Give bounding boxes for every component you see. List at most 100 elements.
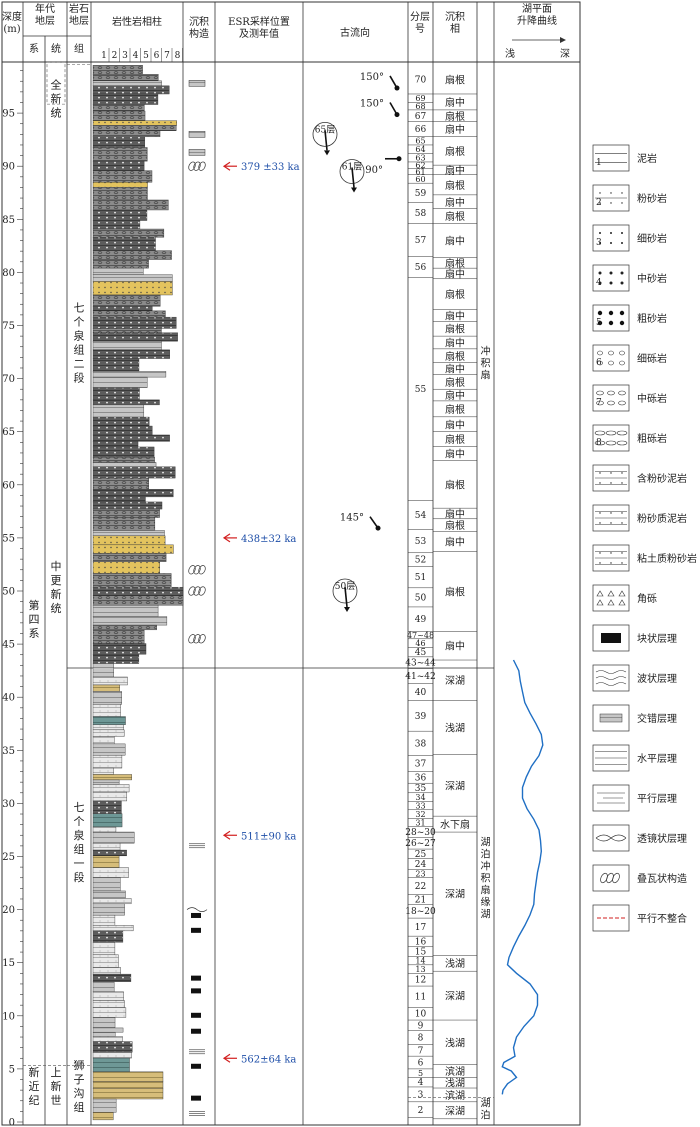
imbricate-mark <box>188 565 206 575</box>
lithology-bed <box>92 1000 125 1008</box>
lithology-column <box>92 65 184 1121</box>
layer-number: 32 <box>415 810 425 819</box>
layer-number: 54 <box>415 511 427 521</box>
facies-label: 浅湖 <box>445 1077 465 1090</box>
header-group: 组 <box>74 42 84 55</box>
lithology-bed <box>92 654 140 664</box>
layer-number: 14 <box>415 957 425 966</box>
series-mid-pleistocene: 中更新统 <box>51 560 62 615</box>
legend-number: 2 <box>596 198 602 208</box>
facies-label: 扇根 <box>445 210 465 223</box>
lithology-bed <box>92 561 161 574</box>
header-curve: 湖平面升降曲线 <box>517 3 557 27</box>
legend-label: 平行层理 <box>637 792 677 805</box>
horizontal-bedding-mark <box>189 1049 205 1055</box>
legend-label: 粗砾岩 <box>637 432 667 445</box>
layer-number: 50 <box>415 593 427 603</box>
facies-label: 扇根 <box>445 350 465 363</box>
layer-number: 28~30 <box>405 828 436 838</box>
lithology-bed <box>92 842 121 851</box>
facies-label: 浅湖 <box>445 721 465 734</box>
facies-label: 扇根 <box>445 74 465 87</box>
lithology-bed <box>92 267 144 275</box>
lithology-bed <box>92 784 130 793</box>
depth-tick-label: 65 <box>2 427 15 438</box>
layer-number: 13 <box>415 965 425 974</box>
depth-tick-label: 30 <box>2 799 15 810</box>
facies-label: 扇中 <box>445 447 465 460</box>
legend-item: 交错层理 <box>592 704 677 732</box>
layer-number: 61 <box>415 168 425 177</box>
lithology-bed <box>92 890 126 899</box>
facies-label: 扇根 <box>445 145 465 158</box>
legend-number: 7 <box>596 398 602 408</box>
paleocurrent: 150° 150° 90° 65层 61层 145° 50层 <box>312 72 402 612</box>
depth-tick-label: 0 <box>9 1118 15 1127</box>
lithology-bed <box>92 1057 130 1073</box>
lithology-bed <box>92 663 114 678</box>
esr-sample: 379 ±33 ka <box>222 161 300 173</box>
series-holocene: 全新统 <box>51 77 62 119</box>
layer-number: 57 <box>415 236 427 246</box>
facies-label: 扇根 <box>445 376 465 389</box>
facies-group-label: 冲积扇 <box>481 345 491 382</box>
lithology-bed <box>92 496 146 503</box>
cross-bedding-mark <box>188 80 206 87</box>
massive-bedding-mark <box>191 1095 201 1101</box>
layer-number: 36 <box>415 773 427 783</box>
layer-number: 55 <box>415 385 427 395</box>
formation-shizigou: 狮子沟组 <box>74 1059 85 1114</box>
lithology-bed <box>92 1031 116 1037</box>
layer-number: 64 <box>415 145 425 154</box>
lithology-bed <box>92 65 143 75</box>
lithology-bed <box>92 310 166 318</box>
rose-layer-label: 65层 <box>315 124 335 135</box>
layer-number: 47~48 <box>407 631 434 640</box>
legend-item: 块状层理 <box>592 624 677 652</box>
lithology-bed <box>92 1112 114 1121</box>
legend-label: 中砾岩 <box>637 392 667 405</box>
layer-number: 2 <box>418 1106 424 1116</box>
facies-label: 扇中 <box>445 418 465 431</box>
lithology-bed <box>92 376 148 388</box>
depth-tick-label: 75 <box>2 321 15 332</box>
facies-label: 扇中 <box>445 235 465 248</box>
facies-label: 扇根 <box>445 323 465 336</box>
massive-bedding-mark <box>191 912 201 918</box>
legend-item: 5 粗砂岩 <box>592 304 667 332</box>
horizontal-icon <box>592 744 630 772</box>
lithology-bed <box>92 755 123 769</box>
lithology-bed <box>92 684 120 692</box>
lithology-bed <box>92 281 173 296</box>
layer-number: 16 <box>415 937 427 947</box>
lithology-bed <box>92 441 139 448</box>
legend-item: 粘土质粉砂岩 <box>592 544 697 572</box>
lithology-bed <box>92 274 173 282</box>
massive-icon <box>592 624 630 652</box>
layer-number: 65 <box>415 137 425 146</box>
depth-tick-label: 45 <box>2 640 15 651</box>
lithology-bed <box>92 259 149 269</box>
paleocurrent-angle: 150° <box>360 72 384 83</box>
facies-label: 扇根 <box>445 433 465 446</box>
lithology-bed <box>92 629 145 644</box>
column-number: 1 <box>101 51 107 61</box>
facies-label: 深湖 <box>445 1105 465 1117</box>
lithology-bed <box>92 643 147 655</box>
legend-item: 3 细砂岩 <box>592 224 667 252</box>
facies-label: 滨湖 <box>445 1065 465 1078</box>
legend-label: 波状层理 <box>637 672 677 685</box>
paleocurrent-angle: 145° <box>340 513 364 524</box>
lithology-bed <box>92 120 177 126</box>
depth-tick-label: 95 <box>2 109 15 120</box>
layer-number: 15 <box>415 948 427 958</box>
lithology-bed <box>92 85 170 95</box>
lithology-bed <box>92 250 172 260</box>
lithology-bed <box>92 209 148 221</box>
facies-label: 滨湖 <box>445 1089 465 1102</box>
lithology-bed <box>92 130 161 138</box>
clayey-silt-icon <box>592 544 630 572</box>
header-layer: 分层号 <box>410 11 430 35</box>
rose-layer-label: 50层 <box>335 581 355 592</box>
lithology-bed <box>92 358 140 372</box>
